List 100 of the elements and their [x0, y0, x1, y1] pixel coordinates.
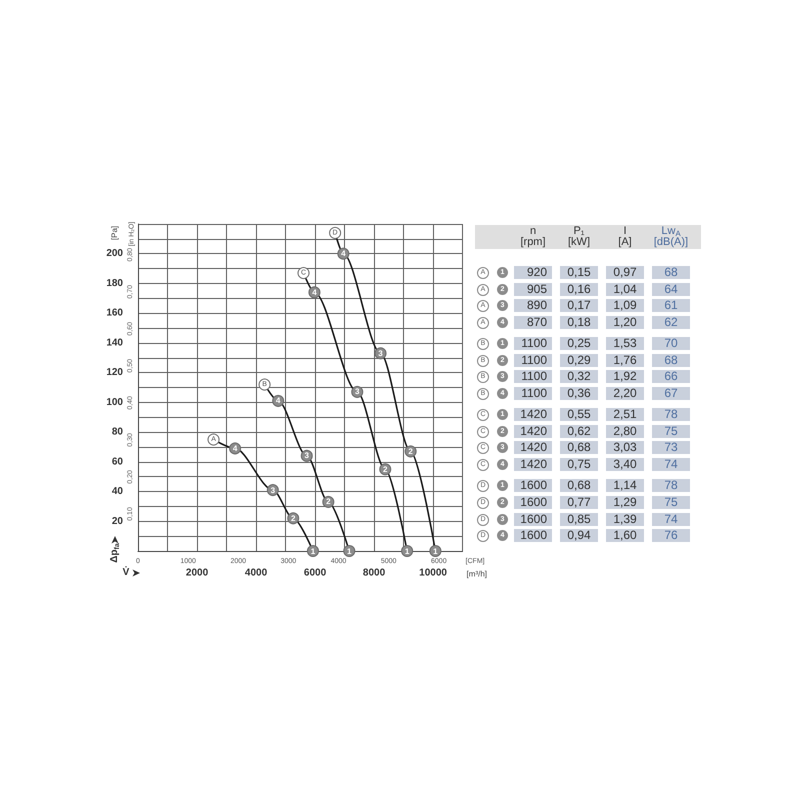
y-tick-label: 180 [106, 278, 124, 289]
text: 1,20 [613, 314, 637, 329]
text: 1100 [521, 336, 547, 350]
y-tick-label: 60 [112, 456, 124, 468]
text: 1420 [520, 440, 547, 454]
text: 0,55 [567, 407, 591, 422]
text: 1600 [520, 512, 547, 526]
text: 1,76 [613, 352, 637, 367]
text: 1420 [520, 457, 547, 471]
text: 1420 [520, 424, 547, 438]
annotation: 2 [290, 514, 296, 523]
category-label: P₁ [kW] [567, 225, 591, 248]
x-tick-label: 2000 [186, 568, 209, 578]
text: 1,39 [613, 512, 637, 526]
category-label: I [A] [617, 225, 633, 248]
x-tick-label: 8000 [362, 568, 386, 578]
text: 870 [526, 314, 547, 329]
text: 2,20 [613, 386, 637, 400]
text: 3,03 [613, 440, 637, 454]
annotation: 2 [408, 446, 413, 456]
y-tick-label: 120 [106, 367, 124, 378]
text: 920 [526, 265, 547, 279]
text: V̇ [122, 567, 130, 578]
y-tick-label: 100 [106, 396, 124, 408]
category-label: Lw$_{A}$ [dB(A)] [652, 225, 690, 248]
y-tick-label: 160 [106, 308, 124, 319]
text: 1,04 [613, 282, 637, 296]
text: 1,29 [613, 494, 637, 509]
text: 64 [664, 282, 678, 296]
text: 2,51 [613, 407, 637, 422]
text: 0,77 [567, 494, 591, 509]
annotation: 1 [433, 546, 438, 556]
annotation: 2 [326, 497, 331, 506]
text: 2,80 [613, 424, 637, 438]
x-axis-title: [m³/h] [466, 570, 488, 578]
annotation: 4 [312, 288, 317, 297]
annotation: 3 [270, 486, 276, 495]
annotation: 3 [354, 387, 360, 396]
text: 68 [664, 352, 678, 367]
y-tick-label: 80 [112, 426, 124, 438]
text: 3,40 [613, 457, 637, 471]
text: 0,68 [567, 478, 591, 492]
text: 0,17 [567, 298, 591, 312]
text: 74 [664, 457, 678, 471]
text: 1,14 [613, 478, 637, 492]
text: 78 [664, 478, 678, 492]
y-tick-label: 20 [112, 516, 124, 527]
annotation: 4 [276, 396, 280, 406]
annotation: 4 [341, 249, 346, 258]
text: 75 [664, 424, 678, 438]
text: 905 [526, 282, 547, 296]
text: 1420 [520, 407, 547, 422]
x-tick-label: 10000 [419, 568, 448, 578]
y-tick-label: 40 [112, 486, 124, 498]
text: 1600 [520, 494, 547, 509]
text: 0,25 [567, 336, 591, 350]
text: 1600 [520, 478, 547, 492]
text: 61 [664, 298, 678, 312]
text: 1,92 [613, 369, 637, 384]
annotation: 2 [383, 464, 388, 474]
annotation: 4 [232, 444, 238, 453]
text: 74 [664, 512, 678, 526]
text: 0,97 [613, 265, 637, 279]
text: 890 [526, 298, 547, 312]
text: 1,53 [613, 336, 637, 350]
annotation: 1 [310, 546, 316, 556]
annotation: 1 [347, 546, 352, 556]
text: 0,15 [567, 265, 591, 279]
text: 0,94 [567, 528, 591, 542]
annotation: 3 [378, 348, 383, 358]
text: 1100 [521, 352, 547, 367]
text: 67 [664, 386, 678, 400]
text: 70 [664, 336, 678, 350]
text: 0,62 [567, 424, 591, 438]
text: 62 [664, 314, 678, 329]
text: 0,68 [567, 440, 591, 454]
text: 66 [664, 369, 678, 384]
text: 0,16 [567, 282, 591, 296]
text: 75 [664, 494, 678, 509]
category-label: n [rpm] [519, 225, 547, 248]
text: 0,75 [567, 457, 591, 471]
text: 78 [664, 407, 678, 422]
x-tick-label: 4000 [244, 568, 268, 578]
annotation: 1 [404, 546, 410, 556]
x-tick-label: 6000 [304, 568, 327, 578]
text: 0,32 [567, 369, 591, 384]
text: 0,29 [567, 352, 591, 367]
text: 1,60 [613, 528, 637, 542]
text: 1600 [520, 528, 547, 542]
text: 1100 [521, 369, 547, 384]
y-tick-label: 140 [106, 337, 124, 348]
text: 0,18 [567, 314, 591, 329]
text: 1100 [521, 386, 547, 400]
text: 0,85 [567, 512, 591, 526]
text: 1,09 [613, 298, 637, 312]
text: 76 [664, 528, 678, 542]
annotation: 3 [304, 451, 309, 460]
text: 73 [664, 440, 678, 454]
y-tick-label: 200 [106, 248, 124, 260]
text: 68 [664, 265, 678, 279]
